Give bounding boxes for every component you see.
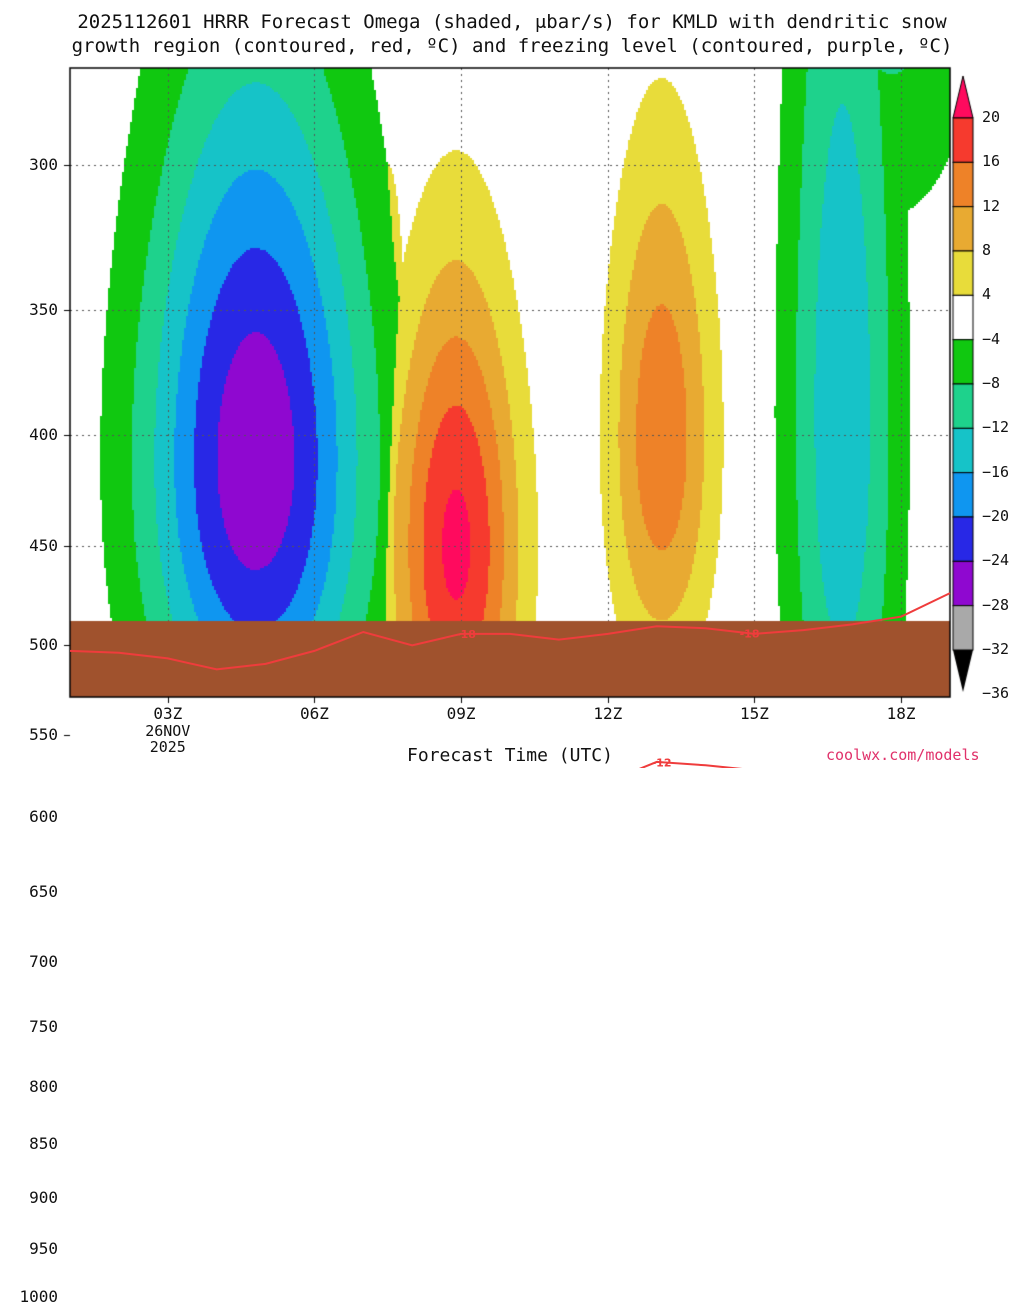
y-tick-label-900: 900 bbox=[29, 1188, 58, 1208]
y-tick-label-800: 800 bbox=[29, 1077, 58, 1097]
y-tick-label-600: 600 bbox=[29, 806, 58, 826]
credit-link[interactable]: coolwx.com/models bbox=[826, 746, 980, 764]
contour-label--12: -12 bbox=[652, 756, 672, 768]
chart-title-line2: growth region (contoured, red, ºC) and f… bbox=[71, 35, 953, 57]
colorbar-tick-label: −8 bbox=[982, 374, 1001, 392]
contour-overlay: -18-18-12-1200 bbox=[69, 592, 951, 768]
x-tick-label-06Z: 06Z bbox=[299, 704, 329, 723]
y-tick-label-400: 400 bbox=[29, 425, 58, 445]
y-tick-label-700: 700 bbox=[29, 951, 58, 971]
y-tick-label-350: 350 bbox=[29, 299, 58, 319]
colorbar-tick-label: 12 bbox=[982, 196, 1001, 215]
colorbar-tick-label: −32 bbox=[982, 640, 1010, 658]
colorbar-tick-label: −20 bbox=[982, 507, 1010, 525]
colorbar-tick-label: −16 bbox=[982, 462, 1010, 481]
colorbar-tick-label: 20 bbox=[982, 108, 1001, 126]
chart-title-line1: 2025112601 HRRR Forecast Omega (shaded, … bbox=[77, 11, 947, 33]
colorbar-tick-label: −28 bbox=[982, 595, 1010, 614]
y-tick-label-550: 550 bbox=[29, 724, 58, 744]
y-tick-label-750: 750 bbox=[29, 1016, 58, 1036]
x-tick-label-12Z: 12Z bbox=[593, 704, 623, 723]
contour-line--18 bbox=[69, 592, 951, 671]
contour-line--12 bbox=[638, 760, 743, 768]
omega-heatmap-canvas bbox=[0, 0, 1024, 768]
contour-label--18: -18 bbox=[456, 628, 476, 641]
contour-label--18: -18 bbox=[740, 627, 760, 640]
colorbar-tick-label: −4 bbox=[982, 329, 1001, 348]
y-tick-label-250: 250 bbox=[29, 0, 58, 2]
x-tick-sublabel: 2025 bbox=[149, 738, 186, 756]
x-tick-label-09Z: 09Z bbox=[446, 704, 476, 723]
x-axis-label: Forecast Time (UTC) bbox=[407, 745, 613, 766]
x-tick-label-03Z: 03Z bbox=[153, 704, 183, 723]
x-tick-sublabel: 26NOV bbox=[145, 722, 191, 740]
colorbar-tick-label: 8 bbox=[982, 241, 992, 259]
colorbar-tick-label: −12 bbox=[982, 418, 1010, 437]
y-tick-label-650: 650 bbox=[29, 882, 58, 902]
x-tick-label-15Z: 15Z bbox=[739, 704, 769, 723]
y-tick-label-450: 450 bbox=[29, 536, 58, 556]
colorbar-tick-label: 16 bbox=[982, 152, 1001, 171]
y-tick-label-1000: 1000 bbox=[19, 1287, 58, 1306]
y-tick-label-850: 850 bbox=[29, 1134, 58, 1154]
colorbar-tick-label: 4 bbox=[982, 285, 992, 304]
colorbar-tick-label: −24 bbox=[982, 551, 1010, 570]
y-tick-label-500: 500 bbox=[29, 635, 58, 655]
y-tick-label-300: 300 bbox=[29, 154, 58, 174]
y-tick-label-950: 950 bbox=[29, 1239, 58, 1259]
colorbar-tick-label: −36 bbox=[982, 684, 1010, 703]
x-tick-label-18Z: 18Z bbox=[886, 704, 916, 723]
